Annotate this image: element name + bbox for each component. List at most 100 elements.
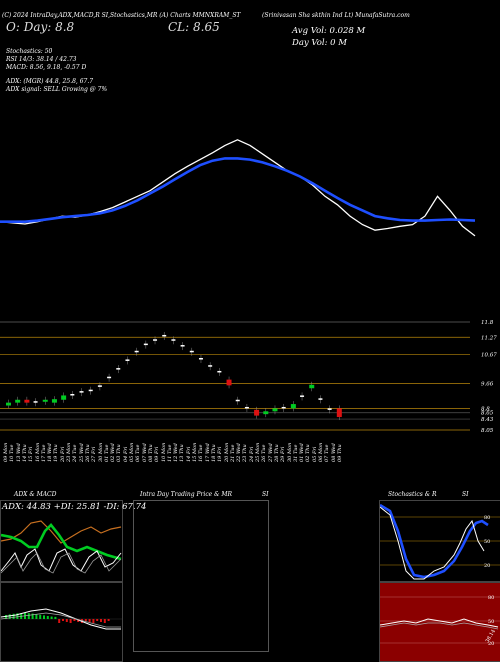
rsi-level-label: 80 bbox=[488, 595, 494, 601]
date-label: 27 Wed bbox=[267, 443, 274, 462]
price-axis-label: 10.67 bbox=[481, 353, 497, 359]
macd-histogram-bar bbox=[16, 613, 19, 619]
adx-signal: ADX signal: SELL Growing @ 7% bbox=[6, 86, 108, 93]
candle-body bbox=[134, 350, 139, 353]
adx-panel-title: ADX & MACD bbox=[14, 491, 57, 498]
candle-body bbox=[272, 408, 278, 412]
close-label: CL: 8.65 bbox=[168, 20, 220, 34]
date-label: 13 Wed bbox=[15, 443, 22, 462]
date-label: 18 Thu bbox=[210, 444, 217, 462]
intraday-panel-title: Intra Day Trading Price & MR bbox=[140, 491, 233, 498]
avg-volume: Avg Vol: 0.028 M bbox=[292, 26, 366, 36]
rsi-level-label: 20 bbox=[488, 641, 494, 647]
macd-line bbox=[1, 608, 121, 630]
date-label: 13 Thu bbox=[179, 444, 186, 462]
macd-histogram-bar bbox=[96, 619, 99, 621]
date-label: 16 Tue bbox=[198, 444, 205, 462]
macd-histogram-bar bbox=[92, 619, 95, 623]
date-label: 02 Thu bbox=[305, 444, 312, 462]
date-label: 09 Fri bbox=[154, 446, 161, 462]
candle-body bbox=[162, 334, 167, 337]
date-label: 14 Thu bbox=[21, 444, 28, 462]
candle-body bbox=[180, 345, 185, 347]
stoch-level-label: 20 bbox=[484, 563, 490, 569]
macd-histogram-bar bbox=[84, 619, 87, 621]
macd-histogram-bar bbox=[103, 619, 106, 623]
stoch-panel-title: Stochastics & R bbox=[388, 491, 437, 498]
date-label: 21 Tue bbox=[229, 444, 236, 462]
candle-body bbox=[97, 385, 102, 387]
macd-histogram-bar bbox=[62, 619, 64, 621]
date-label: 28 Thu bbox=[273, 444, 280, 462]
macd-value: MACD: 8.56, 9.18, -0.57 D bbox=[6, 64, 87, 71]
adx-panel-values: ADX: 44.83 +DI: 25.81 -DI: 67.74 bbox=[2, 502, 147, 512]
stoch-blue-line bbox=[380, 503, 489, 579]
adx-grey-line bbox=[1, 552, 122, 574]
date-label: 11 Tue bbox=[166, 444, 173, 462]
adx-value: ADX: (MGR) 44.8, 25.8, 67.7 bbox=[6, 78, 94, 85]
date-label: 17 Tue bbox=[40, 444, 47, 462]
macd-histogram-bar bbox=[65, 619, 68, 622]
date-label: 26 Thu bbox=[84, 444, 91, 462]
date-label: 04 Fri bbox=[122, 446, 129, 462]
candle-body bbox=[171, 339, 176, 341]
candle-body bbox=[318, 398, 323, 400]
candle-body bbox=[226, 379, 232, 386]
candle-body bbox=[189, 350, 194, 353]
date-label: 30 Mon bbox=[97, 442, 104, 462]
macd-histogram-bar bbox=[88, 619, 91, 622]
candle-body bbox=[61, 395, 67, 400]
candle-body bbox=[254, 409, 260, 416]
candle-body bbox=[153, 339, 158, 341]
date-label: 05 Fri bbox=[311, 446, 318, 462]
macd-histogram-bar bbox=[5, 615, 7, 619]
macd-signal-line bbox=[1, 612, 121, 628]
macd-histogram-bar bbox=[58, 619, 61, 623]
date-label: 08 Wed bbox=[330, 443, 337, 462]
rsi-white-line bbox=[380, 618, 499, 628]
stochastics-panel: 80 50 20 bbox=[379, 500, 500, 582]
date-label: 30 Mon bbox=[286, 442, 293, 462]
date-label: 09 Thu bbox=[336, 444, 343, 462]
price-axis-label: 8.05 bbox=[481, 428, 494, 434]
average-line bbox=[0, 157, 476, 223]
macd-histogram-bar bbox=[69, 619, 72, 623]
candle-body bbox=[70, 394, 75, 396]
stoch-level-label: 80 bbox=[484, 515, 490, 521]
date-label: 17 Wed bbox=[204, 443, 211, 462]
stoch-si-label: SI bbox=[462, 491, 469, 498]
candle-body bbox=[263, 411, 269, 415]
date-label: 07 Wed bbox=[141, 443, 148, 462]
candle-body bbox=[336, 408, 342, 418]
candle-body bbox=[42, 399, 48, 402]
date-label: 10 Mon bbox=[160, 442, 167, 462]
adx-panel bbox=[0, 500, 123, 582]
macd-histogram-bar bbox=[100, 619, 102, 622]
date-label: 25 Wed bbox=[78, 443, 85, 462]
rsi-level-label: 50 bbox=[488, 619, 494, 625]
date-label: 23 Thu bbox=[242, 444, 249, 462]
macd-histogram-bar bbox=[107, 619, 110, 621]
stoch-value: Stochastics: 50 bbox=[6, 48, 53, 55]
candle-body bbox=[24, 399, 30, 403]
date-label: 19 Fri bbox=[217, 446, 224, 462]
candle-body bbox=[79, 391, 84, 393]
candle-body bbox=[244, 406, 249, 409]
price-axis-label: 8.65 bbox=[481, 411, 494, 417]
date-label: 20 Mon bbox=[223, 442, 230, 462]
candle-body bbox=[300, 395, 305, 397]
candle-body bbox=[290, 404, 296, 409]
macd-histogram-bar bbox=[12, 613, 15, 619]
date-label: 26 Tue bbox=[261, 444, 268, 462]
candle-body bbox=[6, 402, 11, 406]
date-label: 10 Tue bbox=[9, 444, 16, 462]
date-label: 31 Tue bbox=[292, 444, 299, 462]
candle-body bbox=[51, 399, 57, 403]
date-label: 08 Thu bbox=[147, 444, 154, 462]
adx-green-line bbox=[1, 523, 122, 561]
price-line-chart bbox=[0, 139, 476, 237]
date-label: 19 Thu bbox=[53, 444, 60, 462]
date-label: 29 Fri bbox=[280, 446, 287, 462]
candle-body bbox=[33, 401, 38, 403]
